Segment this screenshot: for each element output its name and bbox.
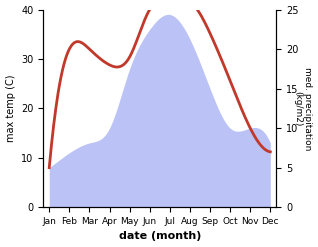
Y-axis label: med. precipitation
(kg/m2): med. precipitation (kg/m2) xyxy=(293,67,313,150)
X-axis label: date (month): date (month) xyxy=(119,231,201,242)
Y-axis label: max temp (C): max temp (C) xyxy=(5,75,16,142)
